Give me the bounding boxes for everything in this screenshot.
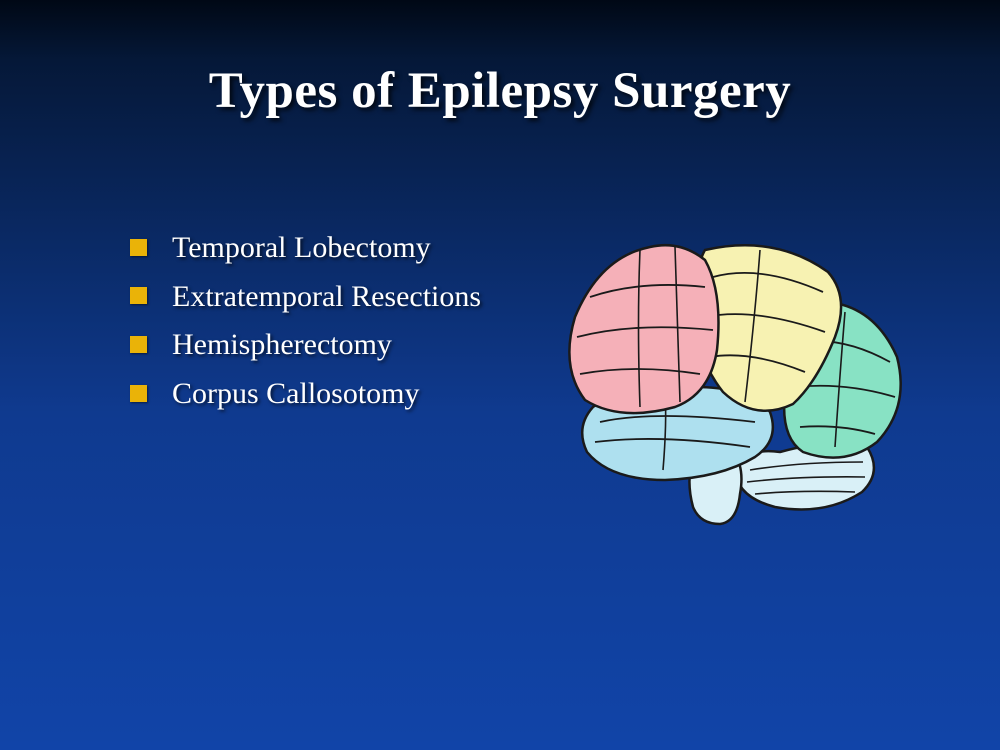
bullet-item: Corpus Callosotomy [128,374,528,414]
bullet-item: Extratemporal Resections [128,277,528,317]
slide: Types of Epilepsy Surgery Temporal Lobec… [0,0,1000,750]
brain-diagram [545,222,925,532]
bullet-text: Corpus Callosotomy [172,377,420,410]
slide-title: Types of Epilepsy Surgery [0,62,1000,120]
bullet-list: Temporal Lobectomy Extratemporal Resecti… [128,228,528,422]
bullet-text: Hemispherectomy [172,328,392,361]
bullet-item: Temporal Lobectomy [128,228,528,268]
bullet-text: Temporal Lobectomy [172,231,431,264]
bullet-item: Hemispherectomy [128,325,528,365]
brain-svg [545,222,925,532]
bullet-text: Extratemporal Resections [172,280,481,313]
